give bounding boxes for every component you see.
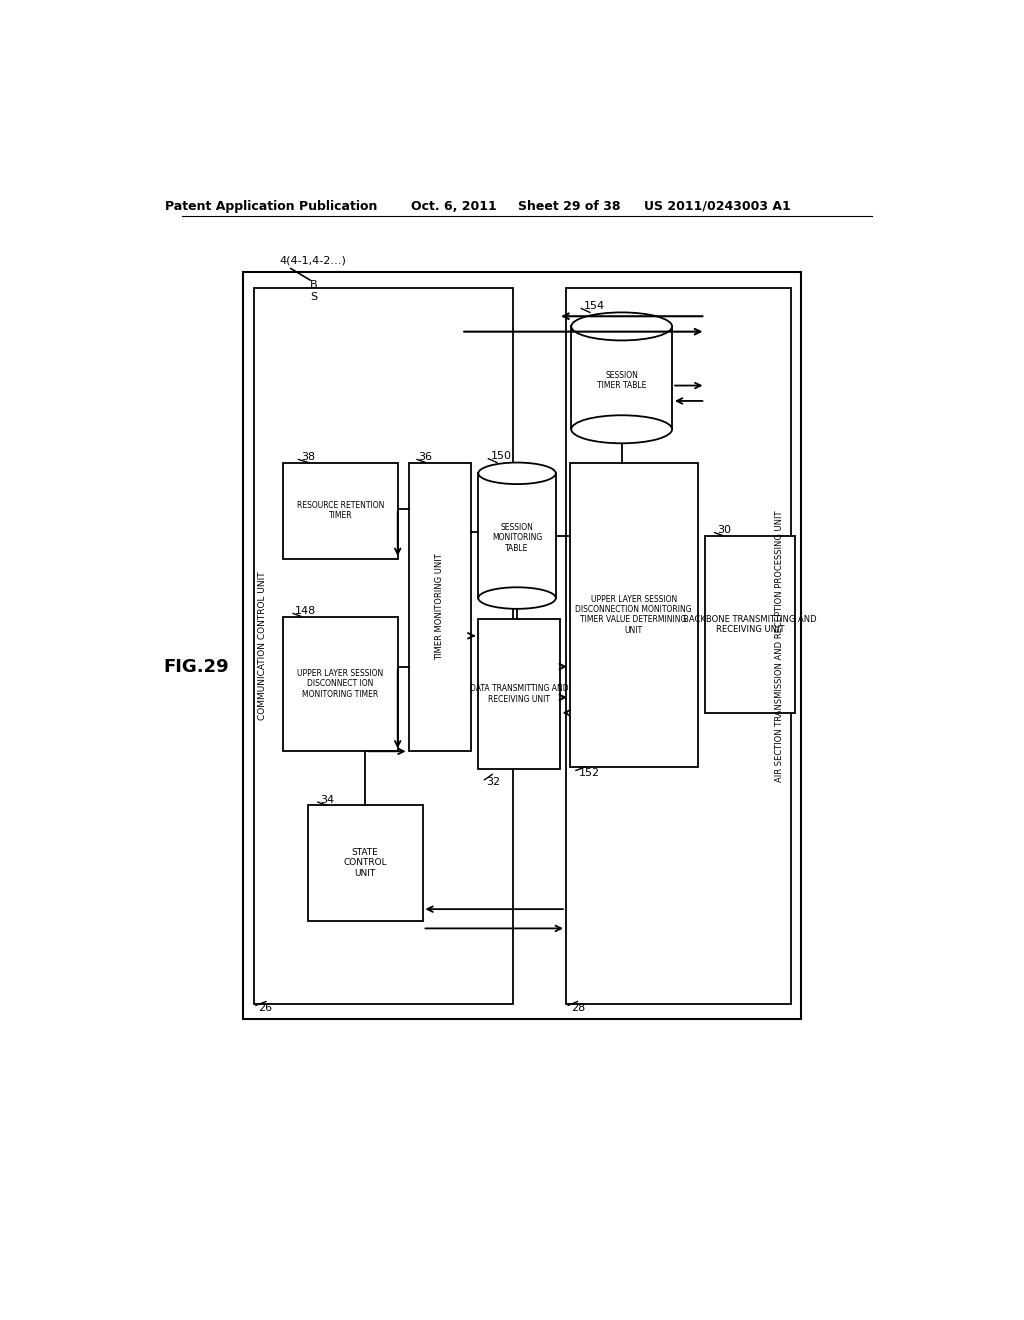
- Text: 26: 26: [258, 1003, 272, 1014]
- Text: 152: 152: [579, 768, 600, 777]
- Text: STATE
CONTROL
UNIT: STATE CONTROL UNIT: [343, 847, 387, 878]
- Text: RESOURCE RETENTION
TIMER: RESOURCE RETENTION TIMER: [297, 502, 384, 520]
- Text: 36: 36: [419, 453, 432, 462]
- Text: COMMUNICATION CONTROL UNIT: COMMUNICATION CONTROL UNIT: [258, 572, 267, 721]
- Ellipse shape: [571, 416, 672, 444]
- Bar: [478, 619, 560, 770]
- Text: TIMER MONITORING UNIT: TIMER MONITORING UNIT: [435, 553, 444, 660]
- Text: Oct. 6, 2011: Oct. 6, 2011: [411, 199, 497, 213]
- Text: 154: 154: [584, 301, 605, 312]
- Text: 148: 148: [295, 606, 315, 616]
- Text: DATA TRANSMITTING AND
RECEIVING UNIT: DATA TRANSMITTING AND RECEIVING UNIT: [470, 684, 568, 704]
- Bar: [706, 536, 795, 713]
- Bar: [243, 272, 801, 1019]
- Text: 30: 30: [717, 525, 731, 536]
- Bar: [283, 616, 397, 751]
- Text: 38: 38: [302, 453, 315, 462]
- Text: FIG.29: FIG.29: [164, 657, 229, 676]
- Text: B: B: [310, 280, 317, 290]
- Text: BACKBONE TRANSMITTING AND
RECEIVING UNIT: BACKBONE TRANSMITTING AND RECEIVING UNIT: [683, 615, 817, 634]
- Text: SESSION
TIMER TABLE: SESSION TIMER TABLE: [597, 371, 646, 391]
- Bar: [566, 288, 791, 1003]
- Bar: [409, 462, 471, 751]
- Text: AIR SECTION TRANSMISSION AND RECEPTION PROCESSING UNIT: AIR SECTION TRANSMISSION AND RECEPTION P…: [775, 510, 784, 781]
- Text: 150: 150: [490, 451, 512, 462]
- Ellipse shape: [571, 313, 672, 341]
- Text: Patent Application Publication: Patent Application Publication: [165, 199, 378, 213]
- Text: SESSION
MONITORING
TABLE: SESSION MONITORING TABLE: [492, 523, 542, 553]
- Text: US 2011/0243003 A1: US 2011/0243003 A1: [644, 199, 791, 213]
- Bar: [254, 288, 513, 1003]
- Text: UPPER LAYER SESSION
DISCONNECTION MONITORING
TIMER VALUE DETERMINING
UNIT: UPPER LAYER SESSION DISCONNECTION MONITO…: [575, 594, 692, 635]
- Text: UPPER LAYER SESSION
DISCONNECT ION
MONITORING TIMER: UPPER LAYER SESSION DISCONNECT ION MONIT…: [297, 669, 383, 698]
- Bar: [478, 474, 556, 598]
- Bar: [308, 805, 423, 921]
- Bar: [571, 326, 672, 429]
- Text: 28: 28: [571, 1003, 586, 1014]
- Ellipse shape: [478, 462, 556, 484]
- Text: S: S: [310, 292, 317, 302]
- Ellipse shape: [478, 587, 556, 609]
- Text: 4(4-1,4-2…): 4(4-1,4-2…): [280, 255, 346, 265]
- Bar: [283, 462, 397, 558]
- Text: Sheet 29 of 38: Sheet 29 of 38: [518, 199, 621, 213]
- Bar: [569, 462, 697, 767]
- Text: 32: 32: [486, 777, 500, 787]
- Text: 34: 34: [321, 795, 334, 805]
